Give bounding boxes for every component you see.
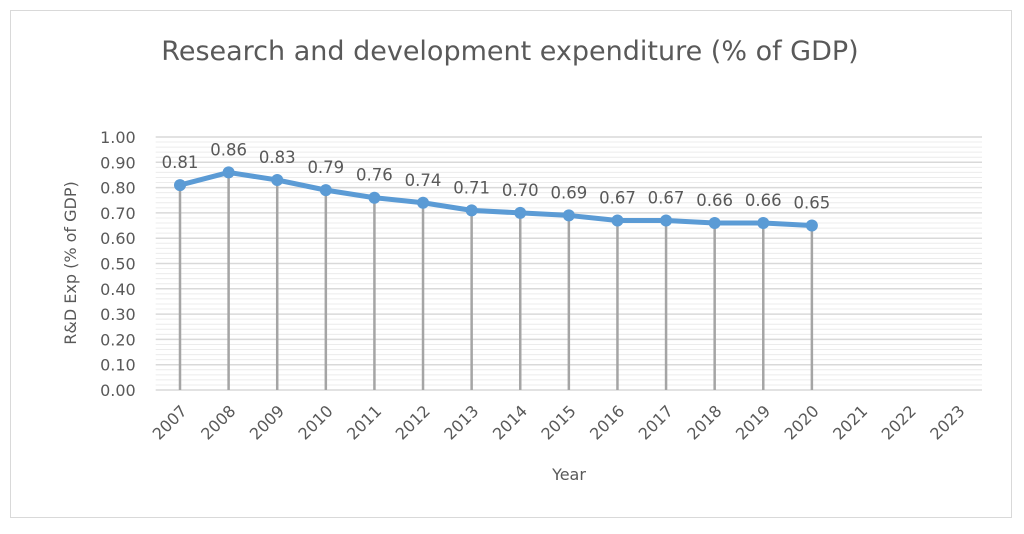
x-tick-label: 2010	[294, 401, 336, 443]
x-tick-label: 2020	[780, 401, 822, 443]
data-label: 0.86	[210, 140, 247, 159]
y-tick-label: 0.10	[100, 356, 136, 375]
data-point	[805, 219, 818, 232]
y-tick-label: 0.30	[100, 305, 136, 324]
chart-frame	[10, 10, 1012, 518]
x-tick-label: 2017	[635, 401, 677, 443]
y-tick-label: 0.20	[100, 330, 136, 349]
y-tick-label: 0.70	[100, 204, 136, 223]
x-tick-label: 2021	[829, 401, 871, 443]
x-tick-label: 2014	[489, 401, 531, 443]
y-tick-label: 0.80	[100, 179, 136, 198]
x-tick-label: 2011	[343, 401, 385, 443]
y-tick-label: 0.40	[100, 280, 136, 299]
x-tick-label: 2016	[586, 401, 628, 443]
data-point	[757, 217, 770, 230]
x-tick-label: 2019	[732, 401, 774, 443]
data-label: 0.69	[550, 183, 587, 202]
y-tick-label: 0.90	[100, 153, 136, 172]
data-label: 0.67	[648, 188, 685, 207]
data-point	[514, 206, 527, 219]
x-tick-label: 2008	[197, 401, 239, 443]
x-tick-label: 2022	[878, 401, 920, 443]
data-point	[319, 184, 332, 197]
data-point	[368, 191, 381, 204]
data-label: 0.74	[405, 171, 442, 190]
data-point	[660, 214, 673, 227]
data-label: 0.83	[259, 148, 296, 167]
data-label: 0.71	[453, 178, 490, 197]
data-point	[562, 209, 575, 222]
data-label: 0.70	[502, 181, 539, 200]
x-tick-label: 2018	[683, 401, 725, 443]
data-label: 0.79	[307, 158, 344, 177]
x-tick-label: 2012	[392, 401, 434, 443]
x-tick-label: 2009	[246, 401, 288, 443]
data-point	[174, 179, 187, 192]
data-label: 0.67	[599, 188, 636, 207]
data-label: 0.81	[162, 153, 199, 172]
data-point	[611, 214, 624, 227]
data-point	[222, 166, 235, 179]
data-point	[271, 174, 284, 187]
x-axis-label: Year	[551, 465, 586, 484]
data-label: 0.65	[794, 194, 831, 213]
chart-title: Research and development expenditure (% …	[161, 36, 859, 67]
data-label: 0.76	[356, 166, 393, 185]
y-tick-label: 0.50	[100, 255, 136, 274]
data-point	[708, 217, 721, 230]
series-line	[179, 169, 813, 229]
x-tick-label: 2007	[149, 401, 191, 443]
data-label: 0.66	[696, 191, 733, 210]
y-axis-label: R&D Exp (% of GDP)	[61, 181, 80, 344]
y-tick-label: 0.60	[100, 229, 136, 248]
y-tick-label: 0.00	[100, 381, 136, 400]
data-point	[417, 196, 430, 209]
x-tick-label: 2023	[926, 401, 968, 443]
x-tick-label: 2013	[440, 401, 482, 443]
data-label: 0.66	[745, 191, 782, 210]
y-tick-label: 1.00	[100, 128, 136, 147]
x-tick-label: 2015	[537, 401, 579, 443]
data-point	[465, 204, 478, 217]
